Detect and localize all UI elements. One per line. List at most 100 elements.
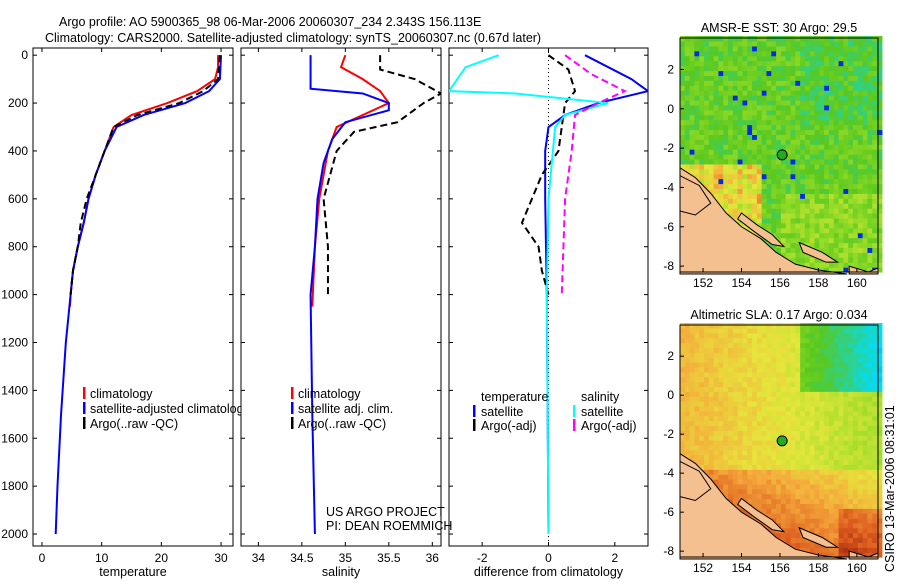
map-cell: [732, 193, 739, 199]
map-cell: [718, 124, 724, 131]
map-cell: [732, 213, 739, 219]
map-cell: [728, 449, 734, 456]
map-cell: [684, 80, 691, 86]
map-cell: [838, 45, 844, 52]
map-cell: [804, 45, 811, 52]
map-cell: [713, 158, 720, 165]
map-cell: [867, 522, 873, 529]
map-cell: [776, 158, 782, 165]
map-cell: [853, 498, 859, 504]
map-cell: [756, 55, 763, 62]
map-cell: [833, 36, 840, 42]
map-cell: [747, 144, 753, 150]
map-cell: [684, 430, 691, 436]
map-cell: [694, 129, 700, 135]
map-cell: [838, 430, 844, 436]
map-cell: [795, 85, 801, 91]
map-cell: [853, 493, 859, 500]
map-cell: [824, 40, 830, 47]
map-cell: [824, 267, 830, 273]
map-cell: [723, 168, 729, 175]
map-cell: [828, 376, 835, 383]
map-cell: [814, 522, 820, 529]
map-cell: [814, 440, 820, 446]
map-cell: [728, 415, 734, 422]
map-cell: [756, 488, 763, 495]
map-cell: [872, 213, 878, 219]
map-cell: [877, 95, 883, 101]
map-cell: [785, 357, 792, 363]
map-cell: [838, 513, 844, 519]
map-cell: [824, 474, 830, 480]
map-cell: [819, 65, 825, 72]
map-cell: [742, 410, 748, 417]
map-cell: [877, 75, 883, 81]
map-cell: [756, 213, 763, 219]
map-cell: [857, 362, 864, 368]
map-cell: [737, 109, 744, 116]
map-cell: [867, 362, 873, 368]
map-cell: [728, 483, 734, 490]
map-cell: [833, 498, 840, 504]
map-cell: [766, 75, 772, 81]
map-cell: [877, 547, 883, 553]
map-cell: [732, 357, 739, 363]
map-cell: [771, 464, 777, 470]
map-cell: [699, 36, 705, 42]
map-cell: [809, 498, 816, 504]
map-cell: [867, 323, 873, 329]
map-cell: [814, 109, 820, 116]
map-cell: [752, 420, 758, 427]
map-cell: [732, 376, 739, 383]
map-cell: [704, 459, 710, 465]
map-cell: [804, 99, 811, 106]
map-cell: [704, 327, 710, 334]
map-cell: [804, 104, 811, 111]
map-cell: [824, 401, 830, 407]
map-cell: [853, 483, 859, 490]
map-cell: [843, 85, 849, 91]
map-cell: [819, 262, 825, 268]
map-cell: [780, 90, 787, 96]
map-cell: [723, 420, 729, 427]
map-cell: [848, 479, 854, 485]
map-cell: [713, 50, 720, 57]
map-cell: [732, 366, 739, 373]
map-cell: [761, 347, 768, 353]
map-cell: [761, 60, 768, 67]
map-cell: [862, 401, 869, 407]
map-cell: [780, 425, 787, 431]
map-cell: [684, 55, 691, 62]
map-cell: [699, 158, 705, 165]
map-cell: [809, 36, 816, 42]
map-cell: [872, 183, 878, 190]
map-cell: [713, 376, 720, 383]
map-cell: [833, 45, 840, 52]
map-cell: [833, 469, 840, 475]
map-cell: [872, 75, 878, 81]
map-cell: [776, 532, 782, 539]
map-cell: [737, 178, 744, 185]
map-cell: [680, 45, 686, 52]
map-cell: [699, 430, 705, 436]
map-cell: [684, 90, 691, 96]
map-cell: [708, 178, 715, 185]
map-cell: [857, 134, 864, 140]
map-cell: [867, 352, 873, 358]
map-cell: [872, 173, 878, 180]
map-cell: [800, 36, 806, 42]
map-cell: [843, 537, 849, 543]
map-cell: [704, 469, 710, 475]
map-cell: [732, 444, 739, 451]
map-cell: [814, 410, 820, 417]
map-cell: [848, 537, 854, 543]
map-cell: [795, 362, 801, 368]
map-cell: [752, 90, 758, 96]
map-cell: [742, 366, 748, 373]
map-cell: [694, 124, 700, 131]
map-cell: [747, 227, 753, 234]
map-cell: [809, 430, 816, 436]
map-cell: [723, 488, 729, 495]
map-cell: [718, 188, 724, 194]
map-cell: [761, 381, 768, 388]
